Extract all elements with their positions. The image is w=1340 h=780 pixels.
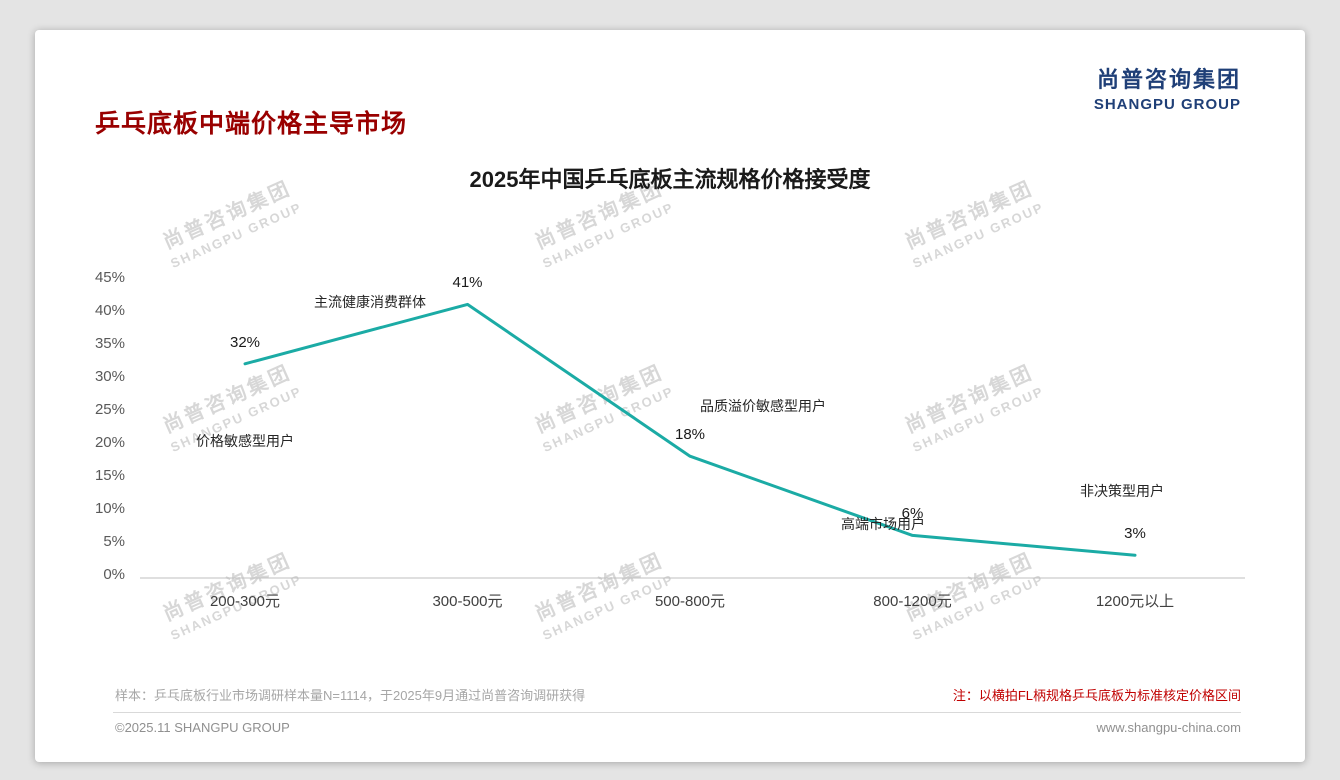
y-axis-tick: 40% [94,302,125,319]
x-axis-label: 1200元以上 [1095,593,1175,610]
chart-labels-layer: 0% 5% 10% 15% 20% 25% 30% 35% 40% 45% 200-300元 300-… [35,30,1305,762]
series-annotation: 品质溢价敏感型用户 [700,398,826,414]
data-point-label: 6% [901,505,924,523]
slide-card: 尚普咨询集团 SHANGPU GROUP 尚普咨询集团 SHANGPU GROUP 尚普… [35,30,1305,762]
y-axis-tick: 15% [94,467,125,484]
series-annotation: 高端市场用户 [841,516,925,532]
y-axis-tick: 0% [103,566,125,583]
page-title: 乒乓底板中端价格主导市场 [95,110,408,138]
sample-note: 样本：乒乓底板行业市场调研样本量N=1114，于2025年9月通过尚普咨询调研获… [115,688,586,703]
y-axis-tick: 10% [94,500,125,517]
logo-english-text: SHANGPU GROUP [1093,96,1241,113]
website-url: www.shangpu-china.com [1096,720,1241,735]
data-point-label: 18% [674,426,706,444]
y-axis-tick: 30% [94,368,125,385]
series-annotation: 主流健康消费群体 [314,294,426,310]
copyright-text: ©2025.11 SHANGPU GROUP [115,720,290,735]
y-axis-tick: 35% [94,335,125,352]
x-axis-label: 200-300元 [209,593,281,610]
y-axis-tick: 20% [94,434,125,451]
x-axis-label: 300-500元 [432,593,503,610]
data-point-label: 3% [1124,525,1146,543]
data-point-label: 32% [229,333,261,351]
series-annotation: 非决策型用户 [1080,483,1164,499]
x-axis-label: 800-1200元 [873,593,952,610]
y-axis-tick: 25% [94,401,125,418]
data-point-label: 41% [452,274,483,292]
company-logo: 尚普咨询集团 SHANGPU GROUP [1094,62,1241,113]
logo-chinese-text: 尚普咨询集团 [1096,67,1241,92]
series-annotation: 价格敏感型用户 [196,433,294,449]
x-axis-label: 500-800元 [654,593,726,610]
footer-divider [113,712,1241,713]
price-note: 注：以横拍FL柄规格乒乓底板为标准核定价格区间 [952,688,1241,703]
chart-title: 2025年中国乒乓底板主流规格价格接受度 [469,167,871,192]
y-axis-tick: 45% [94,269,125,286]
y-axis-tick: 5% [103,533,125,550]
